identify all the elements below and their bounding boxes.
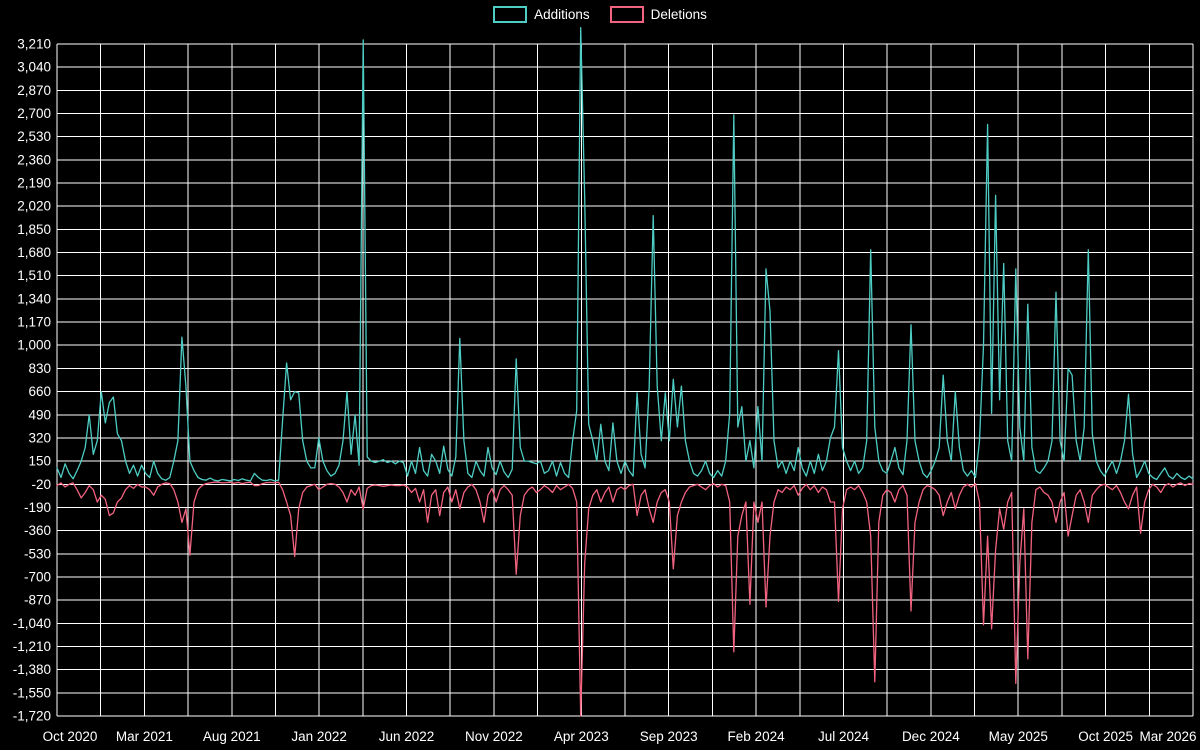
y-tick-label: 2,020 bbox=[17, 199, 51, 214]
x-tick-label: Oct 2025 bbox=[1078, 729, 1133, 744]
y-tick-label: -360 bbox=[24, 523, 51, 538]
y-tick-label: 3,210 bbox=[17, 37, 51, 52]
y-tick-label: 830 bbox=[28, 361, 51, 376]
y-tick-label: 1,000 bbox=[17, 338, 51, 353]
x-tick-label: Feb 2024 bbox=[728, 729, 786, 744]
x-tick-label: Mar 2026 bbox=[1139, 729, 1196, 744]
x-tick-label: Apr 2023 bbox=[554, 729, 609, 744]
y-tick-label: -1,380 bbox=[13, 662, 51, 677]
y-tick-label: 2,700 bbox=[17, 106, 51, 121]
x-tick-label: Aug 2021 bbox=[203, 729, 261, 744]
legend-item-additions[interactable]: Additions bbox=[493, 6, 590, 23]
deletions-line bbox=[56, 481, 1194, 717]
x-tick-label: Jul 2024 bbox=[818, 729, 870, 744]
y-tick-label: 1,510 bbox=[17, 268, 51, 283]
legend-item-deletions[interactable]: Deletions bbox=[609, 6, 707, 23]
y-tick-label: 1,170 bbox=[17, 315, 51, 330]
chart-legend: Additions Deletions bbox=[0, 6, 1200, 23]
additions-swatch-icon bbox=[493, 6, 528, 23]
x-tick-label: Jun 2022 bbox=[379, 729, 435, 744]
y-tick-label: -1,210 bbox=[13, 639, 51, 654]
y-tick-label: -700 bbox=[24, 569, 51, 584]
y-tick-label: -190 bbox=[24, 500, 51, 515]
y-tick-label: -1,040 bbox=[13, 616, 51, 631]
x-tick-label: Oct 2020 bbox=[43, 729, 98, 744]
y-tick-label: 1,340 bbox=[17, 291, 51, 306]
y-tick-label: -1,720 bbox=[13, 709, 51, 724]
legend-label-additions: Additions bbox=[534, 6, 590, 22]
additions-line bbox=[56, 26, 1194, 482]
x-tick-label: May 2025 bbox=[989, 729, 1048, 744]
y-tick-label: 3,040 bbox=[17, 60, 51, 75]
y-tick-label: 660 bbox=[28, 384, 51, 399]
y-tick-label: 1,680 bbox=[17, 245, 51, 260]
y-tick-label: 320 bbox=[28, 430, 51, 445]
x-tick-label: Mar 2021 bbox=[116, 729, 173, 744]
y-tick-label: 2,360 bbox=[17, 152, 51, 167]
y-tick-label: -20 bbox=[31, 477, 51, 492]
deletions-swatch-icon bbox=[609, 6, 644, 23]
y-tick-label: 2,530 bbox=[17, 129, 51, 144]
y-tick-label: -1,550 bbox=[13, 685, 51, 700]
y-tick-label: 150 bbox=[28, 454, 51, 469]
legend-label-deletions: Deletions bbox=[650, 6, 707, 22]
x-tick-label: Sep 2023 bbox=[640, 729, 698, 744]
x-tick-label: Jan 2022 bbox=[291, 729, 347, 744]
y-tick-label: 490 bbox=[28, 407, 51, 422]
x-tick-label: Dec 2024 bbox=[902, 729, 960, 744]
y-tick-label: -530 bbox=[24, 546, 51, 561]
y-tick-label: 2,190 bbox=[17, 176, 51, 191]
y-tick-label: 1,850 bbox=[17, 222, 51, 237]
y-tick-label: -870 bbox=[24, 593, 51, 608]
x-tick-label: Nov 2022 bbox=[465, 729, 523, 744]
y-tick-label: 2,870 bbox=[17, 83, 51, 98]
